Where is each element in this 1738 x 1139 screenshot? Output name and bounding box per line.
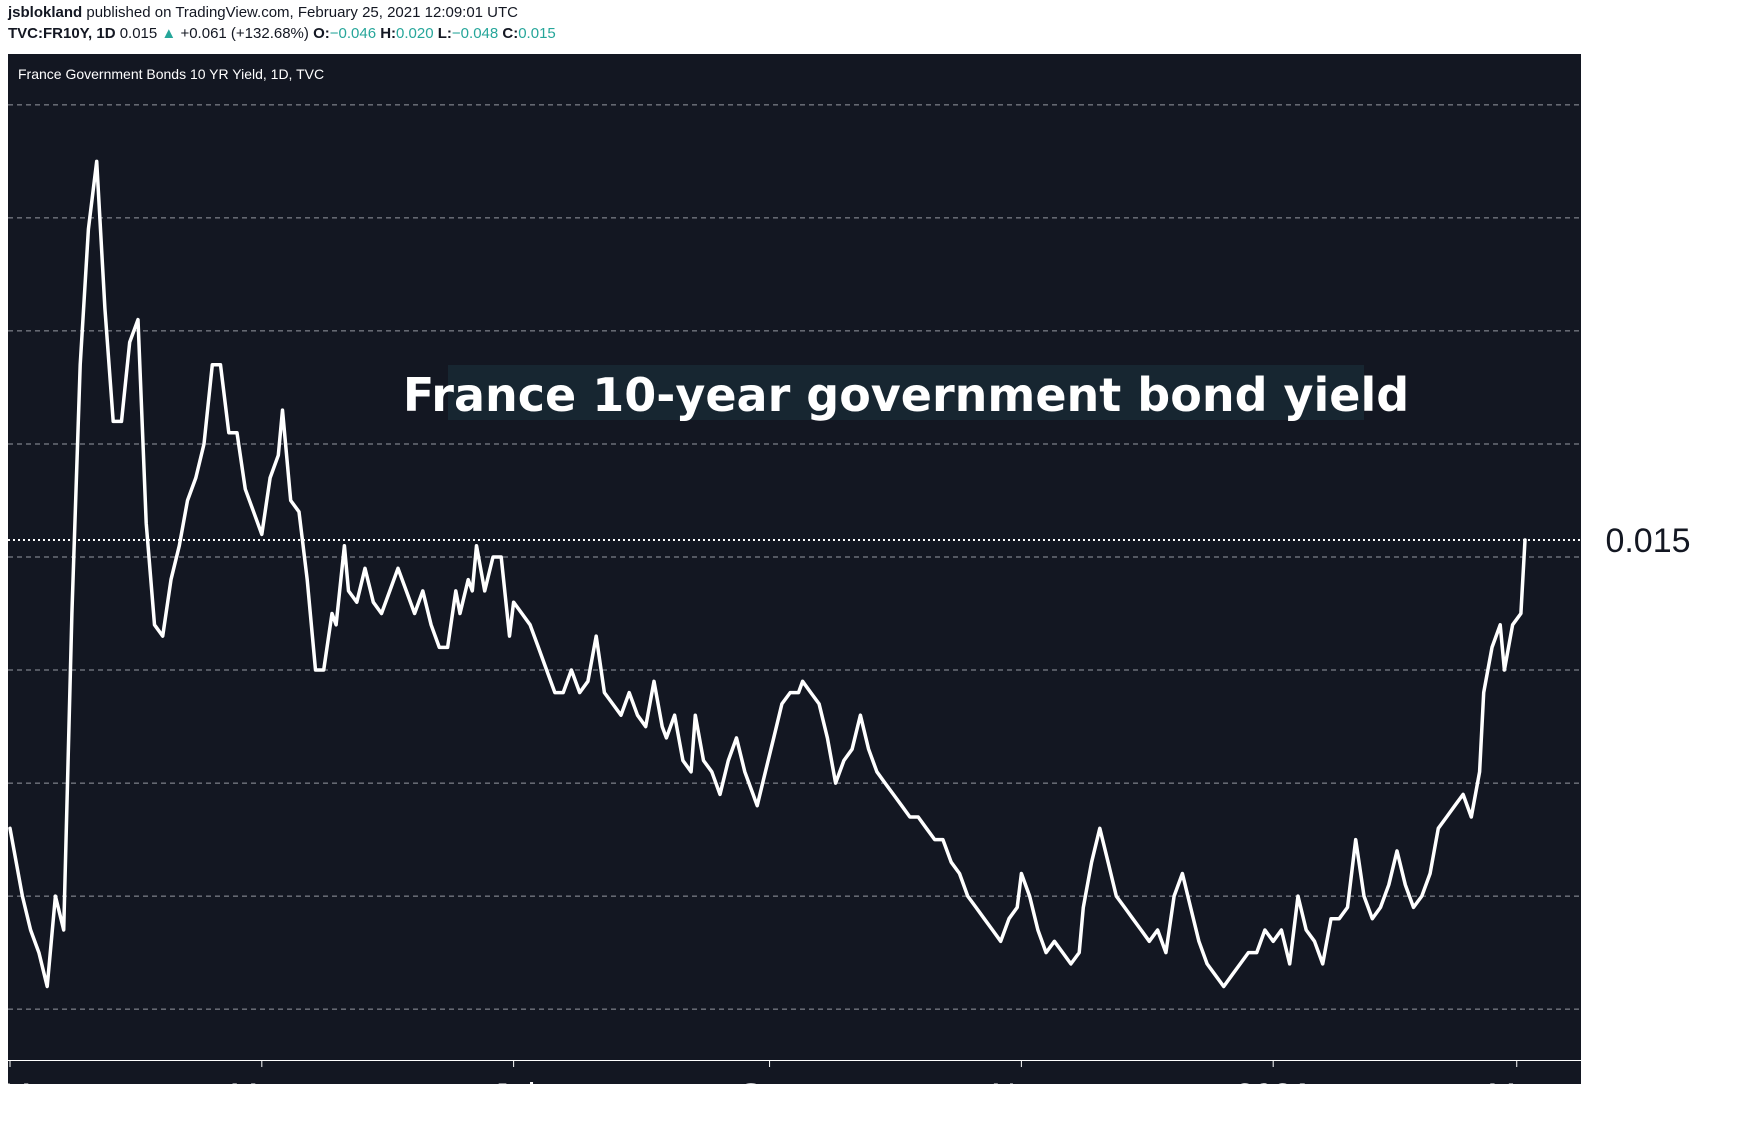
symbol-info: TVC:FR10Y, 1D 0.015 ▲ +0.061 (+132.68%) …: [8, 25, 556, 42]
chart-background: [8, 54, 1581, 1084]
publish-info: jsblokland published on TradingView.com,…: [8, 4, 518, 21]
published-text: published on TradingView.com, February 2…: [86, 4, 519, 21]
low-value: −0.048: [451, 25, 499, 42]
last-value: 0.015: [119, 25, 158, 42]
y-tick-label: 0.200: [1605, 313, 1690, 351]
change-value: +0.061 (+132.68%): [180, 25, 309, 42]
series-line: [8, 159, 1527, 989]
x-tick-label: Mar: [3, 1077, 62, 1115]
y-tick-label: 0.300: [1605, 200, 1690, 238]
x-tick-label: Nov: [991, 1077, 1051, 1115]
annotation-text: France 10-year government bond yield: [403, 368, 1409, 422]
time-axis: Mar May Jul Sep Nov 2021 Mar: [3, 1060, 1546, 1115]
low-label: L:: [437, 25, 452, 42]
x-tick-label: Jul: [492, 1077, 535, 1115]
pane-label: France Government Bonds 10 YR Yield, 1D,…: [18, 66, 324, 82]
author-name: jsblokland: [8, 4, 83, 21]
x-tick-label: May: [230, 1077, 294, 1115]
y-tick-label: −0.400: [1596, 991, 1701, 1029]
high-value: 0.020: [396, 25, 434, 42]
high-label: H:: [380, 25, 397, 42]
close-label: C:: [502, 25, 519, 42]
last-value-label: 0.015: [1605, 522, 1690, 560]
x-tick-label: Mar: [1487, 1077, 1546, 1115]
open-label: O:: [313, 25, 330, 42]
open-value: −0.046: [329, 25, 377, 42]
y-tick-label: −0.100: [1596, 652, 1701, 690]
y-tick-label: −0.300: [1596, 878, 1701, 916]
up-arrow-icon: ▲: [161, 25, 177, 42]
x-tick-label: 2021: [1235, 1077, 1311, 1115]
y-tick-label: 0.400: [1605, 87, 1690, 125]
close-value: 0.015: [518, 25, 556, 42]
last-value-badge: [1589, 514, 1707, 567]
symbol-label: TVC:FR10Y, 1D: [8, 25, 116, 42]
x-tick-label: Sep: [739, 1077, 800, 1115]
grid-lines: [8, 104, 1581, 1010]
y-tick-label: −0.200: [1596, 765, 1701, 803]
y-tick-label: 0.100: [1605, 426, 1690, 464]
annotation-background: [448, 365, 1364, 420]
